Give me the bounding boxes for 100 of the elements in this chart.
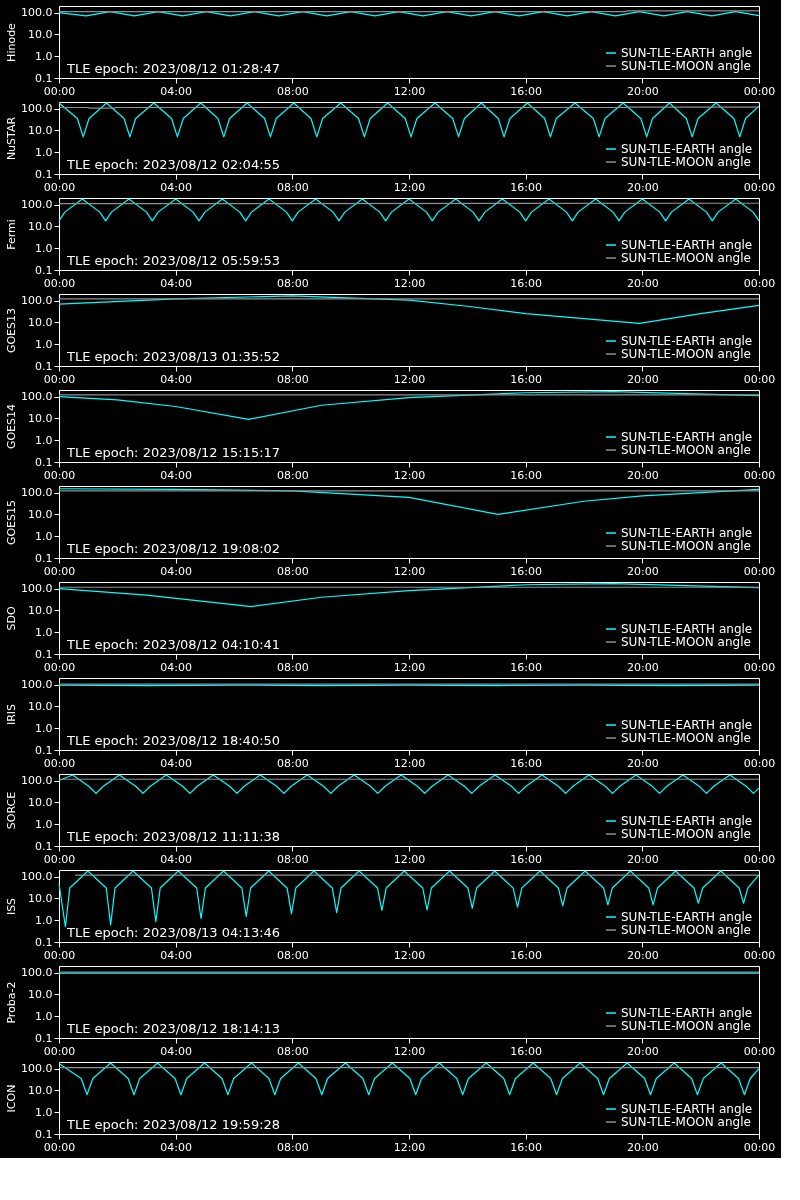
legend-label: SUN-TLE-EARTH angle <box>621 334 753 348</box>
x-tick-label: 00:00 <box>43 660 76 674</box>
x-tick-label: 08:00 <box>276 180 309 194</box>
line-series <box>58 390 760 420</box>
x-tick-label: 04:00 <box>160 180 193 194</box>
y-tick-label: 100.0 <box>21 6 53 20</box>
y-axis-title: Hinode <box>5 22 19 62</box>
y-axis-title: ISS <box>5 897 19 916</box>
x-tick-label: 20:00 <box>626 468 659 482</box>
y-tick-label: 100.0 <box>21 870 53 884</box>
y-tick-label: 1.0 <box>35 1009 53 1023</box>
legend-label: SUN-TLE-MOON angle <box>621 731 751 745</box>
y-tick-label: 0.1 <box>35 647 53 661</box>
x-tick-label: 12:00 <box>393 660 426 674</box>
x-tick-label: 16:00 <box>510 756 543 770</box>
x-tick-label: 16:00 <box>510 564 543 578</box>
y-tick-label: 10.0 <box>28 315 53 329</box>
x-tick-label: 00:00 <box>43 276 76 290</box>
x-tick-label: 00:00 <box>743 468 776 482</box>
x-tick-label: 04:00 <box>160 84 193 98</box>
y-tick-label: 100.0 <box>21 1062 53 1076</box>
y-axis-title: IRIS <box>5 703 19 726</box>
x-tick-label: 04:00 <box>160 372 193 386</box>
y-tick-label: 10.0 <box>28 1083 53 1097</box>
x-tick-label: 12:00 <box>393 852 426 866</box>
x-tick-label: 00:00 <box>743 948 776 962</box>
x-tick-label: 08:00 <box>276 852 309 866</box>
x-tick-label: 00:00 <box>43 84 76 98</box>
annotation: TLE epoch: 2023/08/13 01:35:52 <box>66 349 281 364</box>
x-tick-label: 04:00 <box>160 564 193 578</box>
x-tick-label: 12:00 <box>393 372 426 386</box>
y-tick-label: 0.1 <box>35 551 53 565</box>
x-tick-label: 16:00 <box>510 84 543 98</box>
x-tick-label: 04:00 <box>160 1140 193 1154</box>
legend-label: SUN-TLE-EARTH angle <box>621 430 753 444</box>
legend-label: SUN-TLE-MOON angle <box>621 251 751 265</box>
x-tick-label: 00:00 <box>43 564 76 578</box>
y-tick-label: 100.0 <box>21 390 53 404</box>
y-tick-label: 0.1 <box>35 1127 53 1141</box>
y-axis-title: ICON <box>5 1084 19 1113</box>
x-tick-label: 08:00 <box>276 660 309 674</box>
x-tick-label: 08:00 <box>276 84 309 98</box>
y-axis-title: SDO <box>5 606 19 631</box>
y-axis-title: Proba-2 <box>5 981 19 1024</box>
y-tick-label: 10.0 <box>28 507 53 521</box>
y-tick-label: 1.0 <box>35 1105 53 1119</box>
y-tick-label: 0.1 <box>35 359 53 373</box>
legend-label: SUN-TLE-EARTH angle <box>621 526 753 540</box>
legend-label: SUN-TLE-EARTH angle <box>621 142 753 156</box>
x-tick-label: 20:00 <box>626 660 659 674</box>
x-tick-label: 04:00 <box>160 468 193 482</box>
y-tick-label: 1.0 <box>35 49 53 63</box>
x-tick-label: 20:00 <box>626 276 659 290</box>
y-tick-label: 10.0 <box>28 603 53 617</box>
legend-label: SUN-TLE-EARTH angle <box>621 814 753 828</box>
y-tick-label: 100.0 <box>21 582 53 596</box>
line-series <box>58 102 760 138</box>
annotation: TLE epoch: 2023/08/12 04:10:41 <box>66 637 281 652</box>
x-tick-label: 20:00 <box>626 180 659 194</box>
legend-label: SUN-TLE-EARTH angle <box>621 46 753 60</box>
y-tick-label: 1.0 <box>35 913 53 927</box>
x-tick-label: 12:00 <box>393 756 426 770</box>
y-tick-label: 100.0 <box>21 102 53 116</box>
y-tick-label: 0.1 <box>35 167 53 181</box>
y-tick-label: 0.1 <box>35 839 53 853</box>
y-tick-label: 10.0 <box>28 987 53 1001</box>
x-tick-label: 04:00 <box>160 276 193 290</box>
legend-label: SUN-TLE-EARTH angle <box>621 910 753 924</box>
y-tick-label: 1.0 <box>35 337 53 351</box>
y-tick-label: 10.0 <box>28 27 53 41</box>
x-tick-label: 00:00 <box>43 468 76 482</box>
x-tick-label: 16:00 <box>510 1044 543 1058</box>
line-series <box>58 488 760 515</box>
y-tick-label: 1.0 <box>35 241 53 255</box>
x-tick-label: 16:00 <box>510 948 543 962</box>
y-tick-label: 100.0 <box>21 966 53 980</box>
y-tick-label: 1.0 <box>35 721 53 735</box>
x-tick-label: 20:00 <box>626 1044 659 1058</box>
x-tick-label: 08:00 <box>276 564 309 578</box>
x-tick-label: 12:00 <box>393 276 426 290</box>
x-tick-label: 16:00 <box>510 1140 543 1154</box>
x-tick-label: 20:00 <box>626 756 659 770</box>
x-tick-label: 00:00 <box>743 180 776 194</box>
x-tick-label: 08:00 <box>276 948 309 962</box>
y-tick-label: 0.1 <box>35 1031 53 1045</box>
y-tick-label: 10.0 <box>28 699 53 713</box>
annotation: TLE epoch: 2023/08/12 19:59:28 <box>66 1117 281 1132</box>
x-tick-label: 04:00 <box>160 660 193 674</box>
x-tick-label: 00:00 <box>43 180 76 194</box>
y-tick-label: 1.0 <box>35 625 53 639</box>
y-tick-label: 100.0 <box>21 198 53 212</box>
y-axis-title: Fermi <box>5 219 19 250</box>
x-tick-label: 16:00 <box>510 180 543 194</box>
x-tick-label: 00:00 <box>743 852 776 866</box>
x-tick-label: 00:00 <box>43 756 76 770</box>
y-tick-label: 10.0 <box>28 219 53 233</box>
x-tick-label: 08:00 <box>276 1044 309 1058</box>
legend-label: SUN-TLE-MOON angle <box>621 827 751 841</box>
x-tick-label: 12:00 <box>393 1044 426 1058</box>
x-tick-label: 00:00 <box>743 84 776 98</box>
